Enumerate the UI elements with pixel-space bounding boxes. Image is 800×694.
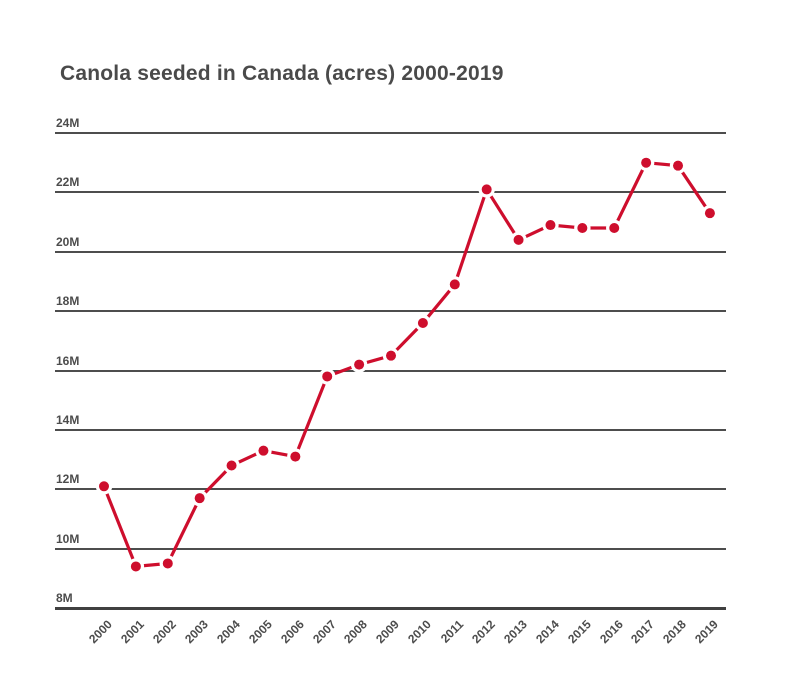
data-point-marker: [130, 561, 141, 572]
plot-area: 8M 10M 12M 14M 16M 18M 20M 22M 24M 2000 2001 2002 20…: [55, 117, 726, 646]
x-tick-label: 2006: [277, 617, 307, 647]
data-point-marker: [290, 451, 301, 462]
y-tick-label: 22M: [56, 175, 80, 190]
y-gridline: [55, 310, 726, 313]
data-point-marker: [162, 558, 173, 569]
data-point-marker: [417, 318, 428, 328]
x-tick-label: 2010: [405, 617, 435, 647]
data-point-marker: [386, 350, 397, 361]
x-tick-label: 2014: [532, 617, 562, 647]
x-tick-label: 2011: [437, 617, 466, 646]
data-point-marker: [545, 220, 556, 231]
x-tick-label: 2004: [213, 617, 243, 647]
data-point-marker: [481, 184, 492, 195]
x-tick-label: 2003: [182, 617, 211, 647]
y-tick-label: 10M: [56, 531, 80, 546]
x-tick-label: 2012: [469, 617, 498, 647]
data-point-marker: [322, 371, 333, 382]
y-tick-label: 16M: [56, 353, 80, 368]
y-gridline: [55, 369, 726, 372]
y-gridline: [55, 547, 726, 550]
data-point-marker: [704, 208, 715, 219]
data-point-marker: [513, 234, 524, 245]
data-point-marker: [609, 223, 620, 233]
y-tick-label: 24M: [56, 116, 80, 130]
x-tick-label: 2018: [660, 617, 690, 647]
y-gridline: [55, 488, 726, 491]
data-point-marker: [641, 157, 652, 168]
x-tick-label: 2016: [596, 617, 626, 647]
data-point-marker: [577, 223, 588, 233]
y-gridline: [55, 250, 726, 253]
data-point-marker: [99, 481, 109, 492]
x-tick-label: 2017: [628, 617, 658, 647]
x-tick-label: 2013: [500, 617, 530, 647]
x-tick-label: 2001: [118, 617, 148, 647]
data-point-marker: [354, 359, 365, 370]
x-tick-label: 2002: [150, 617, 179, 647]
x-tick-label: 2000: [86, 617, 116, 647]
x-tick-label: 2005: [245, 617, 275, 647]
data-point-marker: [258, 445, 269, 456]
data-point-marker: [449, 279, 460, 290]
x-tick-label: 2008: [341, 617, 371, 647]
line-series: [95, 154, 719, 575]
data-point-marker: [226, 460, 237, 471]
x-tick-label: 2019: [692, 617, 722, 647]
y-tick-label: 8M: [56, 591, 73, 605]
x-tick-label: 2007: [309, 617, 339, 647]
y-gridline: [55, 428, 726, 431]
y-tick-label: 12M: [56, 472, 80, 487]
x-axis-baseline: [55, 607, 726, 610]
y-tick-label: 20M: [56, 234, 80, 249]
y-tick-label: 18M: [56, 294, 80, 309]
data-point-marker: [194, 493, 205, 504]
data-point-marker: [673, 160, 684, 171]
y-gridline: [55, 191, 726, 194]
y-gridline: [55, 132, 726, 134]
x-tick-label: 2009: [373, 617, 403, 647]
x-tick-label: 2015: [564, 617, 594, 647]
chart-title: Canola seeded in Canada (acres) 2000-201…: [60, 62, 504, 85]
y-tick-label: 14M: [56, 412, 80, 427]
